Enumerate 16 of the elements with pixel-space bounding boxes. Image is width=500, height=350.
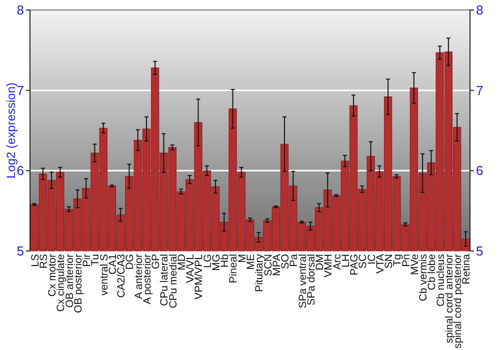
x-tick-label: RS	[38, 254, 50, 269]
y2-tick-label: 6	[476, 163, 484, 178]
y-tick-label: 8	[16, 2, 24, 18]
x-tick-label: A posterior	[141, 254, 154, 304]
x-tick-label: SPa dorsal	[305, 254, 318, 306]
y2-tick-label: 8	[476, 2, 484, 18]
x-tick-label: OB posterior	[72, 254, 84, 313]
y-tick-label: 5	[16, 244, 24, 259]
y-tick-label: 7	[16, 82, 24, 98]
x-tick-label: DG	[124, 254, 136, 270]
x-tick-label: MVe	[408, 254, 421, 276]
y-axis-title: Log2 (expression)	[4, 82, 18, 179]
y2-tick-label: 7	[476, 82, 484, 98]
y2-tick-label: 5	[476, 244, 484, 259]
y-tick-label: 6	[16, 163, 24, 178]
x-tick-label: Tg	[392, 254, 404, 266]
